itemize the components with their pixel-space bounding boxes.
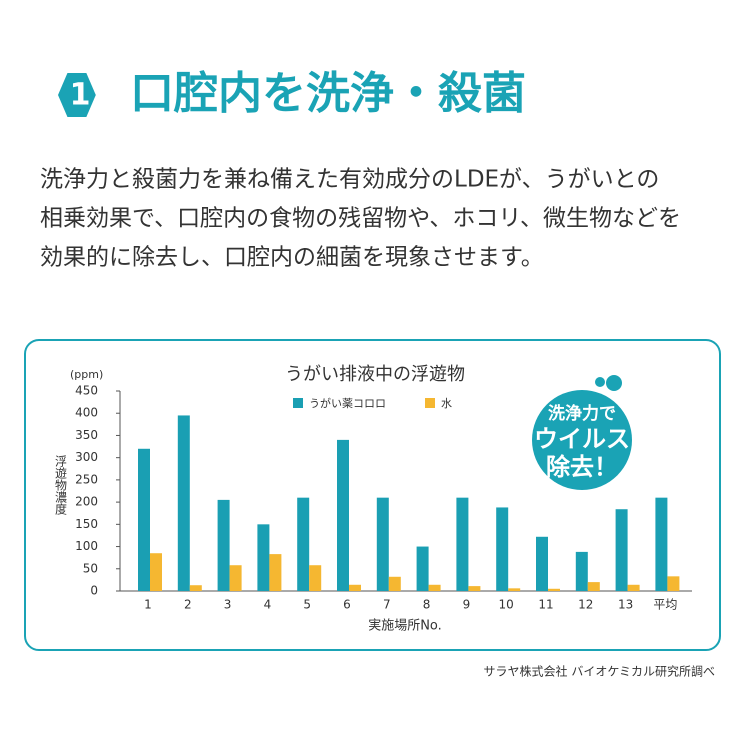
section-number: 1 <box>70 78 91 113</box>
y-tick-label: 400 <box>75 406 98 420</box>
y-tick-label: 150 <box>75 517 98 531</box>
bar <box>655 497 668 591</box>
bar <box>416 546 429 591</box>
y-unit: (ppm) <box>70 368 103 381</box>
x-tick-label: 13 <box>618 598 633 612</box>
x-tick-label: 2 <box>184 598 192 612</box>
x-tick-label: 1 <box>144 598 152 612</box>
body-line: 洗浄力と殺菌力を兼ね備えた有効成分のLDEが、うがいとの <box>40 167 659 193</box>
legend-label: うがい薬コロロ <box>309 396 386 410</box>
x-tick-label: 4 <box>264 598 272 612</box>
y-tick-label: 300 <box>75 450 98 464</box>
body-line: 効果的に除去し、口腔内の細菌を現象させます。 <box>40 245 544 271</box>
bar <box>456 497 469 591</box>
badge-line: ウイルス <box>534 425 630 453</box>
y-tick-label: 0 <box>90 584 98 598</box>
heading: 口腔内を洗浄・殺菌 <box>130 68 526 119</box>
x-axis-label: 実施場所No. <box>368 618 442 634</box>
y-tick-label: 450 <box>75 384 98 398</box>
x-tick-label: 11 <box>538 598 553 612</box>
bar <box>217 499 230 591</box>
bar <box>496 507 509 591</box>
x-tick-label: 5 <box>303 598 311 612</box>
badge <box>532 390 632 490</box>
bar <box>615 509 628 591</box>
source: サラヤ株式会社 バイオケミカル研究所調べ <box>484 664 715 679</box>
bar <box>269 554 282 591</box>
bar <box>587 582 600 591</box>
bar <box>229 565 242 591</box>
x-tick-label: 10 <box>499 598 514 612</box>
hexagon <box>57 73 96 117</box>
bar <box>376 497 389 591</box>
legend-label: 水 <box>441 397 452 410</box>
chart-title: うがい排液中の浮遊物 <box>285 364 465 385</box>
x-tick-label: 3 <box>224 598 232 612</box>
x-tick-label: 平均 <box>653 598 677 612</box>
bar <box>337 439 349 591</box>
badge-line: 洗浄力で <box>548 403 616 424</box>
bar <box>189 585 202 591</box>
legend-swatch <box>425 398 435 408</box>
bar <box>428 584 441 591</box>
y-axis-label: 浮遊物濃度 <box>54 455 68 515</box>
x-tick-label: 7 <box>383 598 391 612</box>
badge-bubble <box>606 375 622 391</box>
bar <box>297 497 310 591</box>
bar <box>150 553 162 591</box>
y-tick-label: 50 <box>83 561 98 575</box>
bar <box>388 576 401 591</box>
bar <box>667 576 680 591</box>
badge-line: 除去！ <box>546 453 618 481</box>
bar <box>575 551 588 591</box>
y-tick-label: 100 <box>75 539 98 553</box>
bar <box>177 415 190 591</box>
bar <box>349 584 361 591</box>
bar <box>508 588 521 591</box>
body-line: 相乗効果で、口腔内の食物の残留物や、ホコリ、微生物などを <box>40 206 681 232</box>
x-tick-label: 6 <box>343 598 351 612</box>
bar <box>138 448 150 591</box>
y-tick-label: 350 <box>75 428 98 442</box>
badge-bubble <box>595 377 605 387</box>
bar <box>548 588 560 591</box>
bar <box>309 565 322 591</box>
bar <box>627 584 640 591</box>
x-tick-label: 8 <box>423 598 431 612</box>
legend-swatch <box>293 398 303 408</box>
y-tick-label: 250 <box>75 472 98 486</box>
bar <box>257 524 270 591</box>
bar <box>468 586 481 591</box>
y-tick-label: 200 <box>75 495 98 509</box>
bar <box>536 536 548 591</box>
x-tick-label: 12 <box>578 598 593 612</box>
x-tick-label: 9 <box>463 598 471 612</box>
